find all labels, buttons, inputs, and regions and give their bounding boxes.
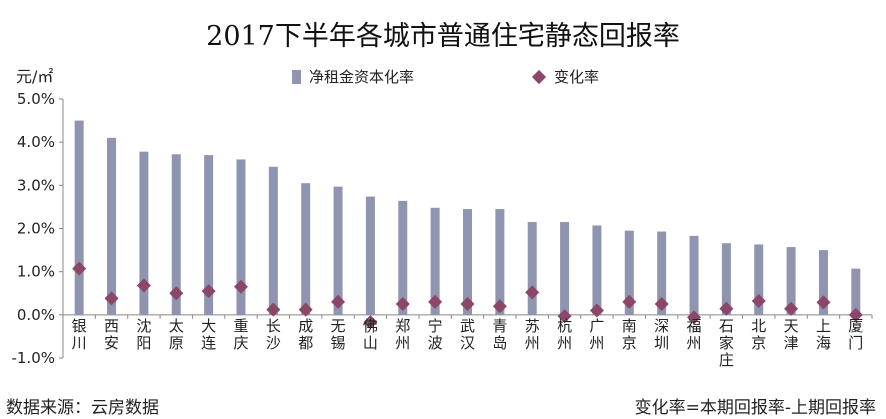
y-tick-label: 3.0% bbox=[17, 176, 55, 194]
y-tick-label: 1.0% bbox=[17, 263, 55, 281]
bar-宁波 bbox=[430, 207, 440, 315]
x-tick-label: 杭州 bbox=[557, 317, 572, 352]
x-tick-label: 银川 bbox=[72, 317, 87, 352]
data-source-note: 数据来源：云房数据 bbox=[6, 398, 159, 418]
bar-西安 bbox=[107, 137, 117, 315]
x-tick-label: 南京 bbox=[622, 317, 637, 352]
marker-上海 bbox=[816, 295, 831, 310]
x-tick-label: 福州 bbox=[687, 317, 702, 352]
x-tick-label: 天津 bbox=[784, 317, 799, 352]
bar-福州 bbox=[689, 235, 699, 315]
bar-深圳 bbox=[657, 231, 667, 315]
bar-上海 bbox=[818, 250, 828, 315]
x-tick-label: 佛山 bbox=[363, 317, 378, 352]
bar-杭州 bbox=[560, 222, 570, 315]
x-tick-label: 西安 bbox=[104, 317, 119, 352]
chart-title: 2017下半年各城市普通住宅静态回报率 bbox=[206, 21, 680, 52]
y-tick-label: 0.0% bbox=[17, 306, 55, 324]
y-tick-label: 4.0% bbox=[17, 133, 55, 151]
marker-郑州 bbox=[395, 297, 410, 312]
x-tick-label: 石家庄 bbox=[719, 317, 734, 369]
marker-北京 bbox=[751, 294, 766, 309]
x-tick-label: 沈阳 bbox=[136, 317, 151, 352]
x-tick-label: 长沙 bbox=[266, 317, 281, 352]
marker-深圳 bbox=[654, 297, 669, 312]
bar-北京 bbox=[754, 244, 764, 315]
bar-沈阳 bbox=[139, 151, 149, 315]
marker-宁波 bbox=[428, 294, 443, 309]
y-tick-label: -1.0% bbox=[11, 349, 55, 367]
marker-厦门 bbox=[848, 307, 863, 322]
bar-银川 bbox=[74, 120, 84, 315]
x-tick-label: 郑州 bbox=[395, 317, 410, 352]
x-tick-label: 太原 bbox=[169, 317, 184, 352]
y-tick-label: 5.0% bbox=[17, 90, 55, 108]
marker-福州 bbox=[687, 310, 702, 325]
y-axis-unit: 元/㎡ bbox=[16, 67, 54, 86]
legend-label-bars: 净租金资本化率 bbox=[309, 68, 415, 86]
bar-天津 bbox=[786, 247, 796, 315]
marker-成都 bbox=[298, 302, 313, 317]
bar-大连 bbox=[204, 155, 214, 315]
marker-武汉 bbox=[460, 297, 475, 312]
bar-太原 bbox=[171, 154, 181, 315]
marker-广州 bbox=[589, 303, 604, 318]
x-tick-label: 大连 bbox=[201, 317, 216, 352]
x-tick-label: 武汉 bbox=[460, 317, 475, 352]
bar-佛山 bbox=[365, 196, 375, 315]
marker-青岛 bbox=[492, 299, 507, 314]
marker-沈阳 bbox=[136, 278, 151, 293]
bar-苏州 bbox=[527, 222, 537, 315]
x-tick-label: 成都 bbox=[298, 317, 313, 352]
marker-大连 bbox=[201, 284, 216, 299]
x-tick-label: 宁波 bbox=[428, 317, 443, 352]
bar-武汉 bbox=[463, 209, 472, 315]
bar-石家庄 bbox=[721, 243, 731, 315]
marker-无锡 bbox=[331, 294, 346, 309]
marker-杭州 bbox=[557, 309, 572, 324]
x-tick-label: 深圳 bbox=[654, 317, 669, 352]
marker-太原 bbox=[169, 286, 184, 301]
x-tick-label: 广州 bbox=[589, 317, 604, 352]
marker-南京 bbox=[622, 294, 637, 309]
x-tick-label: 青岛 bbox=[492, 317, 507, 352]
marker-重庆 bbox=[233, 279, 248, 294]
x-tick-label: 上海 bbox=[816, 317, 831, 352]
bar-重庆 bbox=[236, 159, 246, 315]
marker-西安 bbox=[104, 291, 119, 306]
change-rate-formula: 变化率=本期回报率-上期回报率 bbox=[634, 398, 876, 418]
bar-厦门 bbox=[851, 268, 861, 315]
marker-佛山 bbox=[363, 315, 378, 330]
bar-南京 bbox=[624, 230, 634, 315]
bar-广州 bbox=[592, 225, 602, 315]
legend-label-markers: 变化率 bbox=[554, 68, 600, 86]
x-tick-label: 无锡 bbox=[331, 317, 346, 352]
y-tick-label: 2.0% bbox=[17, 220, 55, 238]
marker-银川 bbox=[72, 261, 87, 276]
legend-swatch-bar bbox=[292, 69, 301, 84]
bar-成都 bbox=[301, 183, 311, 315]
x-tick-label: 苏州 bbox=[525, 317, 540, 352]
marker-天津 bbox=[784, 301, 799, 316]
marker-苏州 bbox=[525, 285, 540, 300]
x-tick-label: 厦门 bbox=[848, 317, 863, 352]
bar-长沙 bbox=[268, 166, 278, 315]
x-tick-label: 重庆 bbox=[233, 317, 248, 352]
legend-item-bars: 净租金资本化率 bbox=[292, 66, 414, 87]
bar-无锡 bbox=[333, 186, 343, 315]
bar-郑州 bbox=[398, 200, 408, 315]
x-tick-label: 北京 bbox=[751, 317, 766, 352]
marker-石家庄 bbox=[719, 301, 734, 316]
bar-青岛 bbox=[495, 209, 505, 315]
legend-item-markers: 变化率 bbox=[531, 66, 600, 87]
marker-长沙 bbox=[266, 302, 281, 317]
